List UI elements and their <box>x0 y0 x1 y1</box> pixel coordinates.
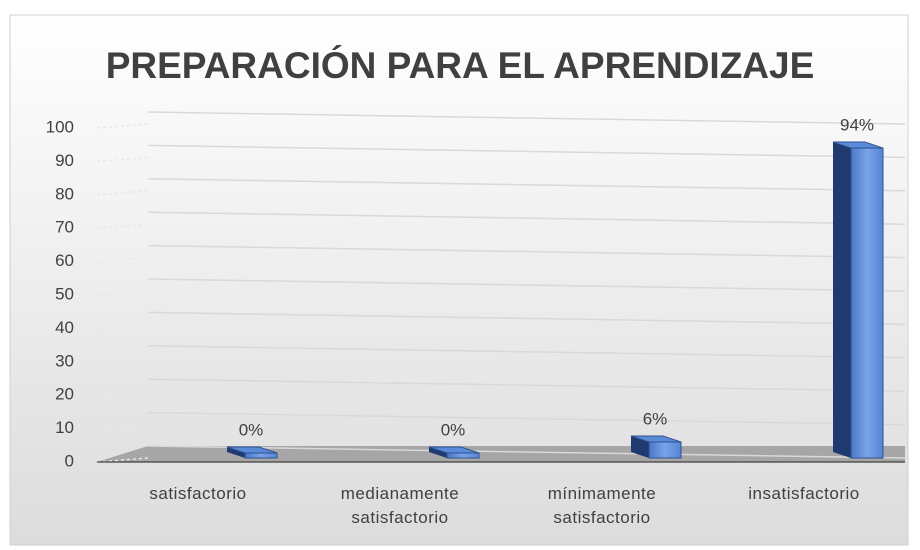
value-label: 94% <box>840 116 874 135</box>
grid-line-side <box>96 390 149 396</box>
grid-line-side <box>96 123 149 129</box>
chart-background <box>9 14 909 546</box>
y-tick-label: 80 <box>55 184 74 203</box>
y-tick-label: 50 <box>55 284 74 303</box>
grid-line-side <box>96 357 149 363</box>
bar <box>446 452 480 459</box>
y-tick-label: 30 <box>55 351 74 370</box>
grid-line <box>147 311 906 326</box>
x-tick-label: medianamente satisfactorio <box>340 484 460 527</box>
value-label: 6% <box>643 409 668 428</box>
y-tick-label: 40 <box>55 318 74 337</box>
y-tick-label: 10 <box>55 418 74 437</box>
grid-line <box>147 144 906 159</box>
bar-side <box>833 142 851 459</box>
bar-side <box>227 447 245 458</box>
grid-line <box>147 244 906 259</box>
grid-line-side <box>96 423 149 430</box>
x-tick-label: mínimamente satisfactorio <box>547 484 657 527</box>
value-label: 0% <box>239 420 264 439</box>
grid-line <box>147 211 906 225</box>
grid-line <box>147 345 906 359</box>
chart-title: PREPARACIÓN PARA EL APRENDIZAJE <box>106 44 815 86</box>
x-tick-label: satisfactorio <box>149 484 247 503</box>
y-tick-label: 70 <box>55 218 74 237</box>
bar <box>648 441 682 459</box>
value-label: 0% <box>441 420 466 439</box>
grid-line-side <box>96 323 149 330</box>
grid-line <box>147 378 906 392</box>
x-tick-label: insatisfactorio <box>748 484 860 503</box>
grid-line-side <box>96 290 149 296</box>
grid-line-side <box>96 256 149 263</box>
grid-line <box>147 278 906 292</box>
bar-side <box>429 447 447 458</box>
grid-line-side <box>96 223 149 229</box>
bar-side <box>631 435 649 458</box>
grid-line <box>147 111 906 125</box>
y-tick-label: 60 <box>55 251 74 270</box>
bar <box>244 452 278 459</box>
grid-line <box>147 445 906 459</box>
y-tick-label: 20 <box>55 385 74 404</box>
grid-line <box>147 178 906 192</box>
grid-line-side <box>96 457 149 463</box>
y-tick-label: 90 <box>55 151 74 170</box>
y-tick-label: 0 <box>65 451 74 470</box>
grid-line-side <box>96 156 149 163</box>
grid-line <box>147 411 906 426</box>
floor <box>97 446 905 462</box>
grid-line-side <box>96 190 149 196</box>
y-tick-label: 100 <box>46 117 74 136</box>
bar <box>850 147 884 459</box>
